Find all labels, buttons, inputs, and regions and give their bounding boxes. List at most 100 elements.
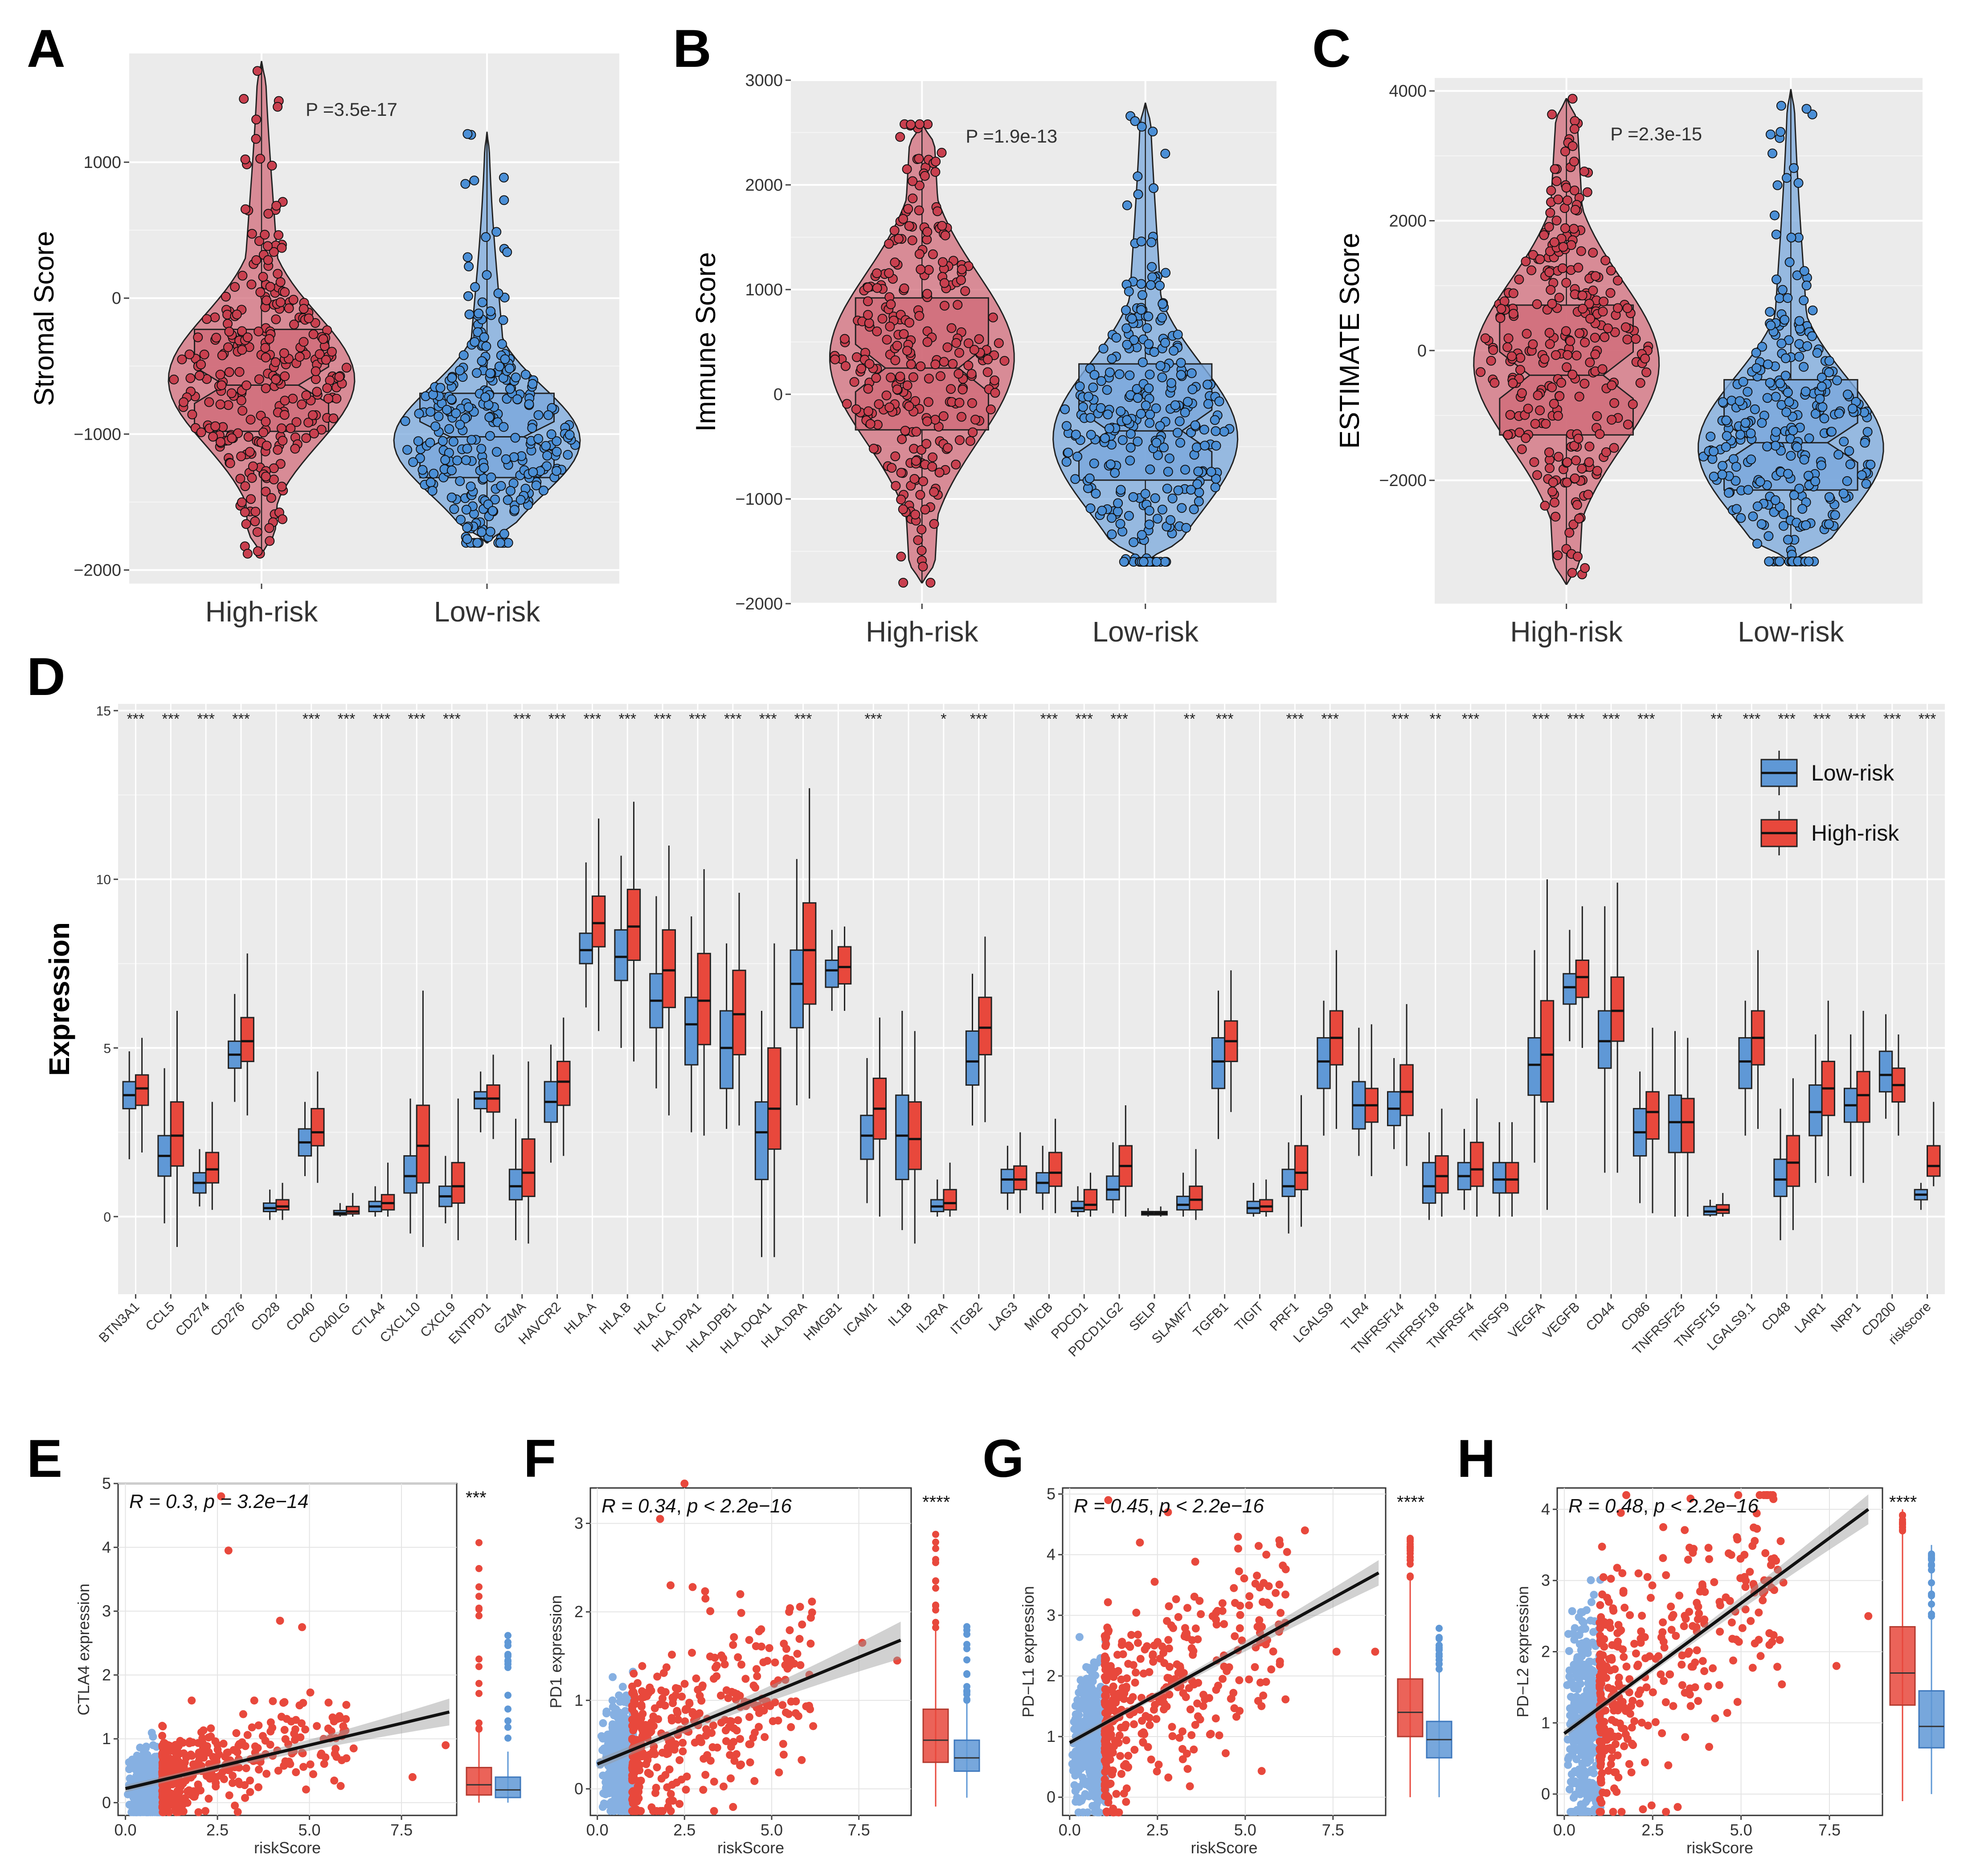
data-point-low-risk (618, 1798, 626, 1807)
data-point-high-risk (160, 1742, 169, 1751)
data-point (275, 297, 286, 307)
data-point-low-risk (1072, 1710, 1080, 1719)
significance-label: *** (1778, 711, 1796, 728)
data-point-high-risk (661, 1771, 670, 1779)
data-point (1786, 233, 1796, 243)
outlier-point (932, 1619, 939, 1626)
data-point (966, 369, 977, 379)
data-point (250, 507, 261, 517)
data-point (1808, 305, 1818, 315)
data-point (1807, 109, 1817, 119)
data-point-high-risk (634, 1793, 642, 1801)
data-point-low-risk (1084, 1681, 1093, 1690)
data-point (266, 493, 276, 503)
data-point-high-risk (163, 1753, 171, 1762)
r-value: R = 0.34 (601, 1495, 676, 1517)
data-point (1597, 364, 1608, 374)
significance-label: *** (1637, 711, 1655, 728)
data-point (1214, 396, 1224, 406)
data-point (970, 414, 981, 425)
data-point-low-risk (604, 1738, 613, 1746)
data-point (243, 432, 254, 442)
data-point-high-risk (806, 1705, 814, 1713)
data-point (265, 282, 275, 292)
data-point (1167, 493, 1178, 503)
data-point (280, 287, 290, 297)
data-point-high-risk (1117, 1676, 1125, 1684)
data-point (920, 171, 930, 181)
data-point-high-risk (1255, 1616, 1264, 1624)
data-point (539, 486, 548, 496)
data-point-high-risk (710, 1778, 718, 1786)
data-point-high-risk (678, 1692, 686, 1701)
data-point-high-risk (667, 1581, 675, 1590)
data-point (1203, 380, 1213, 390)
significance-label: *** (1532, 711, 1550, 728)
data-point-high-risk (741, 1675, 750, 1683)
data-point (939, 357, 949, 367)
data-point (496, 481, 506, 491)
data-point (1832, 375, 1842, 385)
data-point (208, 432, 218, 442)
data-point-high-risk (763, 1697, 771, 1706)
data-point-high-risk (1183, 1765, 1192, 1773)
data-point (271, 374, 281, 384)
data-point (885, 322, 895, 331)
y-tick-label: −2000 (735, 595, 783, 613)
data-point (275, 277, 286, 287)
data-point (1780, 371, 1791, 381)
data-point (1772, 274, 1781, 285)
y-axis-title: Immune Score (691, 252, 721, 432)
data-point-high-risk (1115, 1731, 1124, 1740)
scatter-points (124, 1492, 450, 1816)
data-point (1568, 519, 1579, 530)
data-point (273, 445, 283, 455)
data-point (199, 349, 209, 360)
data-point (452, 455, 462, 466)
data-point-high-risk (750, 1700, 758, 1709)
significance-label: *** (1813, 711, 1831, 728)
data-point (930, 360, 941, 369)
data-point (1588, 248, 1598, 258)
y-tick-label: 1 (102, 1729, 111, 1748)
data-point (1573, 552, 1583, 562)
data-point (955, 435, 965, 445)
gene-label: VEGFB (1540, 1300, 1583, 1342)
data-point (497, 339, 507, 349)
data-point-high-risk (798, 1756, 806, 1764)
data-point-low-risk (609, 1703, 617, 1711)
data-point-high-risk (1234, 1533, 1242, 1541)
data-point (902, 164, 912, 174)
data-point (542, 450, 552, 461)
data-point (1089, 370, 1100, 380)
data-point (271, 200, 282, 211)
data-point-high-risk (220, 1775, 228, 1783)
data-point (1530, 419, 1540, 429)
data-point (1601, 447, 1611, 457)
data-point (502, 247, 512, 257)
correlation-stat: R = 0.3, p = 3.2e−14 (129, 1491, 308, 1512)
data-point (1558, 263, 1567, 274)
significance-label: *** (1216, 711, 1234, 728)
data-point (1771, 427, 1781, 437)
data-point (1746, 454, 1756, 465)
data-point (1826, 427, 1837, 437)
violin-group-high-risk (829, 119, 1015, 588)
low-risk-box (1809, 1084, 1823, 1136)
data-point (930, 415, 940, 425)
data-point-high-risk (301, 1725, 310, 1734)
significance-label: *** (1321, 711, 1339, 728)
data-point-high-risk (177, 1762, 185, 1770)
data-point (1522, 329, 1532, 339)
data-point-high-risk (1163, 1674, 1172, 1682)
data-point-high-risk (774, 1717, 782, 1725)
data-point (290, 444, 300, 454)
data-point (1144, 519, 1154, 530)
data-point (895, 132, 905, 142)
high-risk-box (662, 929, 676, 1008)
data-point (1755, 477, 1765, 487)
data-point-high-risk (674, 1684, 683, 1693)
data-point-high-risk (207, 1724, 215, 1733)
data-point-high-risk (235, 1780, 244, 1788)
data-point-high-risk (1117, 1770, 1125, 1778)
